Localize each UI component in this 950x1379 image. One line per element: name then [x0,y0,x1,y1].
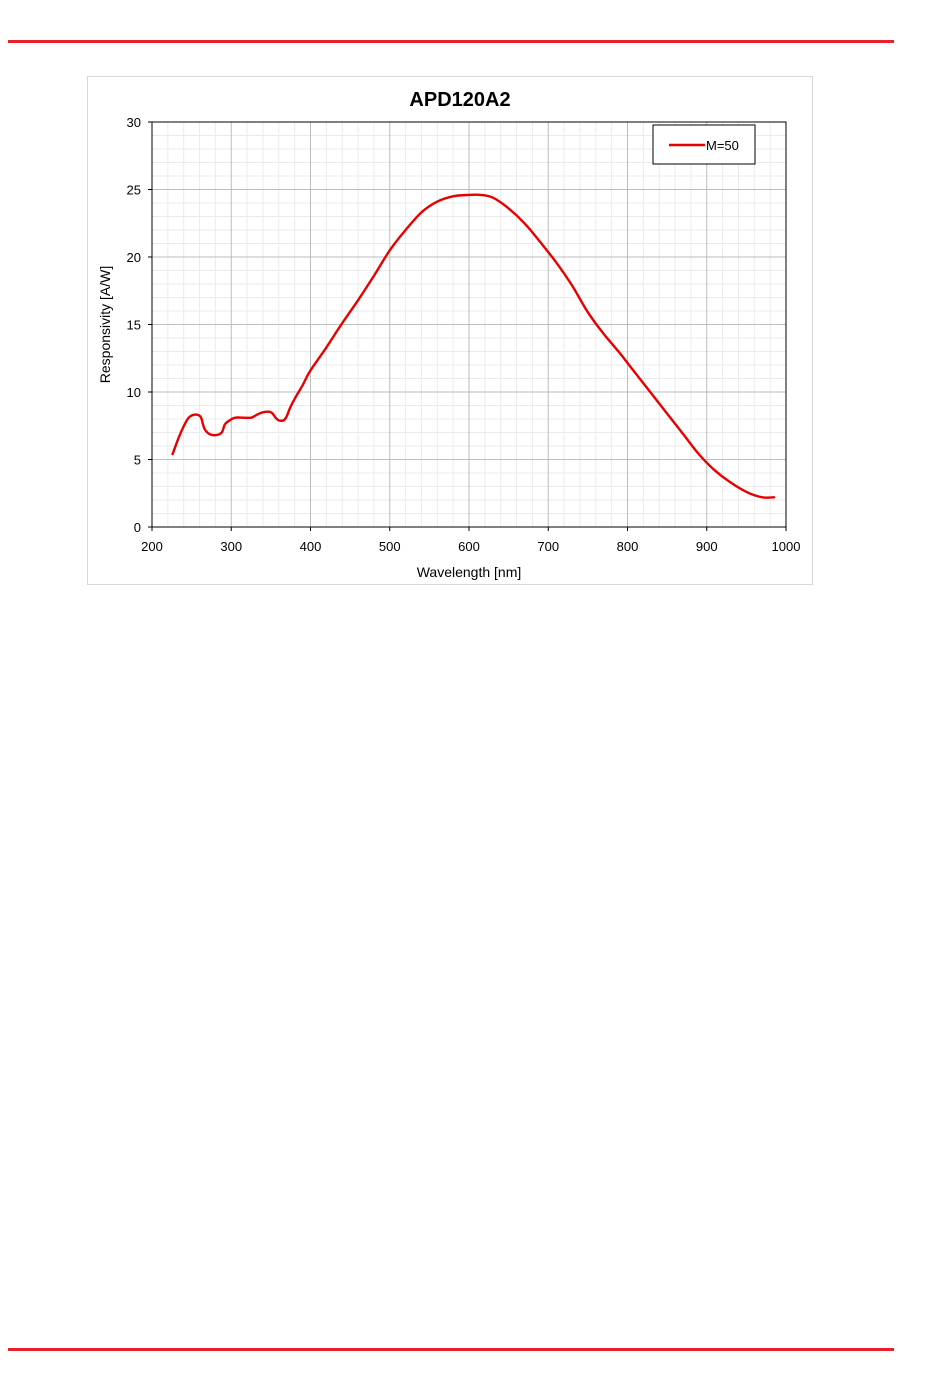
y-tick-label: 15 [127,318,141,333]
y-tick-label: 30 [127,115,141,130]
x-tick-label: 700 [537,539,559,554]
y-tick-label: 10 [127,385,141,400]
y-tick-label: 25 [127,183,141,198]
x-tick-label: 200 [141,539,163,554]
y-tick-label: 5 [134,453,141,468]
chart-title: APD120A2 [409,89,510,111]
bottom-rule [8,1348,894,1351]
legend-entry-label: M=50 [706,138,739,153]
x-tick-label: 500 [379,539,401,554]
x-tick-label: 600 [458,539,480,554]
y-tick-label: 0 [134,520,141,535]
x-tick-label: 900 [696,539,718,554]
x-tick-label: 300 [220,539,242,554]
y-axis-ticks: 0 5 10 15 20 25 30 [127,115,152,535]
x-tick-label: 400 [300,539,322,554]
chart-frame: 200 300 400 500 600 700 800 900 1000 0 5 10 15 20 25 3… [87,76,813,585]
x-tick-label: 1000 [772,539,801,554]
responsivity-chart: 200 300 400 500 600 700 800 900 1000 0 5 10 15 20 25 3… [97,89,800,580]
top-rule [8,40,894,43]
series-line-m50 [171,193,776,499]
legend: M=50 [652,124,756,165]
series-layer [171,193,776,499]
x-tick-label: 800 [617,539,639,554]
x-axis-ticks: 200 300 400 500 600 700 800 900 1000 [141,527,800,554]
x-axis-label: Wavelength [nm] [417,564,522,580]
y-tick-label: 20 [127,250,141,265]
y-axis-label: Responsivity [A/W] [97,266,113,383]
major-grid [152,122,786,527]
